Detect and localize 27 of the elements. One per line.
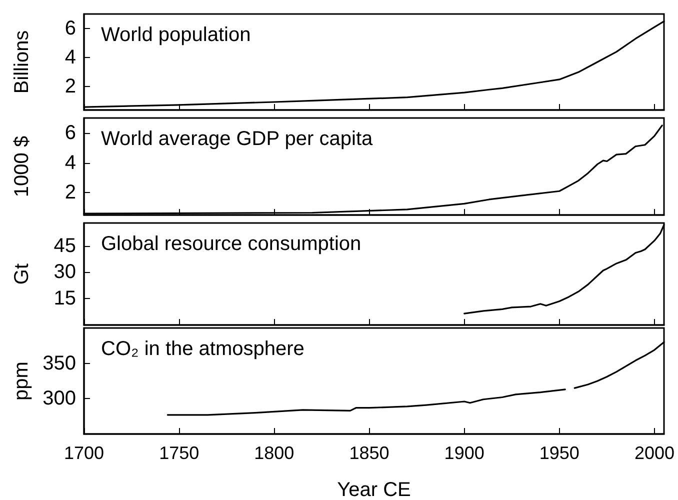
x-tick-label: 1800 (254, 443, 294, 463)
x-tick-label: 1700 (64, 443, 104, 463)
y-tick-label: 30 (54, 261, 76, 284)
text: Global resource consumption (101, 233, 362, 255)
text: World average GDP per capita (101, 128, 374, 150)
x-tick-label: 2000 (634, 443, 675, 463)
y-tick-label: 2 (64, 182, 76, 204)
y-tick-label: 6 (64, 122, 76, 144)
y-axis-title: 1000 $ (11, 136, 33, 198)
y-tick-label: 15 (54, 288, 76, 310)
y-tick-label: 6 (64, 18, 76, 40)
text: CO₂ in the atmosphere (101, 338, 304, 360)
x-tick-label: 1750 (159, 443, 200, 463)
y-axis-title: Gt (11, 263, 33, 285)
text: World population (101, 24, 251, 46)
y-axis-title: ppm (10, 362, 33, 400)
x-tick-label: 1850 (349, 443, 390, 463)
y-tick-label: 2 (64, 76, 76, 98)
x-axis-title: Year CE (337, 479, 411, 500)
y-tick-label: 350 (42, 352, 76, 374)
y-tick-label: 300 (42, 388, 76, 410)
y-axis-title: Billions (11, 30, 33, 94)
y-tick-label: 45 (54, 234, 76, 257)
y-tick-label: 4 (64, 46, 76, 69)
x-tick-label: 1900 (444, 443, 484, 463)
x-tick-label: 1950 (539, 443, 580, 463)
y-tick-label: 4 (64, 152, 76, 174)
